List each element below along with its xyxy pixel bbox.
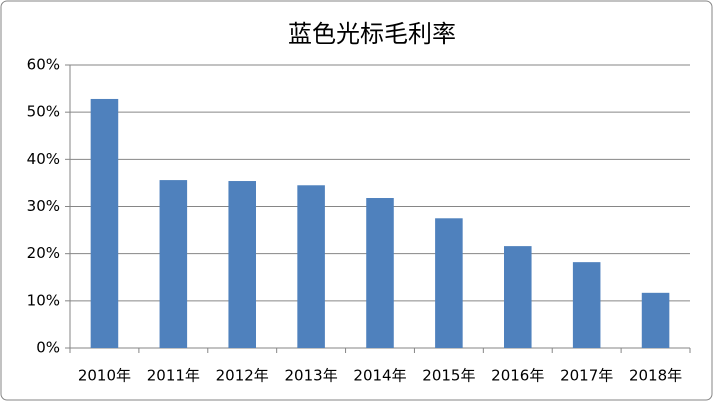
chart-title: 蓝色光标毛利率 — [288, 20, 456, 48]
y-tick-label: 10% — [27, 291, 60, 309]
x-tick-label: 2013年 — [285, 367, 338, 385]
bar — [159, 180, 188, 348]
y-tick-label: 60% — [27, 56, 60, 74]
x-tick-label: 2010年 — [78, 367, 131, 385]
bar — [297, 185, 325, 348]
bar — [228, 181, 256, 348]
bar — [435, 218, 463, 348]
x-tick-label: 2016年 — [491, 367, 544, 385]
y-tick-label: 40% — [27, 150, 60, 168]
x-tick-label: 2017年 — [560, 367, 613, 385]
x-tick-label: 2011年 — [147, 367, 200, 385]
bar — [641, 292, 670, 348]
x-tick-label: 2012年 — [216, 367, 269, 385]
x-tick-label: 2015年 — [422, 367, 475, 385]
y-tick-label: 20% — [27, 244, 60, 262]
y-tick-label: 0% — [36, 339, 60, 357]
bar — [572, 262, 601, 348]
x-tick-label: 2018年 — [629, 367, 682, 385]
x-tick-label: 2014年 — [353, 367, 406, 385]
y-tick-label: 50% — [27, 103, 60, 121]
bar — [504, 246, 532, 348]
y-tick-label: 30% — [27, 197, 60, 215]
bar — [366, 198, 394, 348]
bar — [90, 98, 119, 349]
